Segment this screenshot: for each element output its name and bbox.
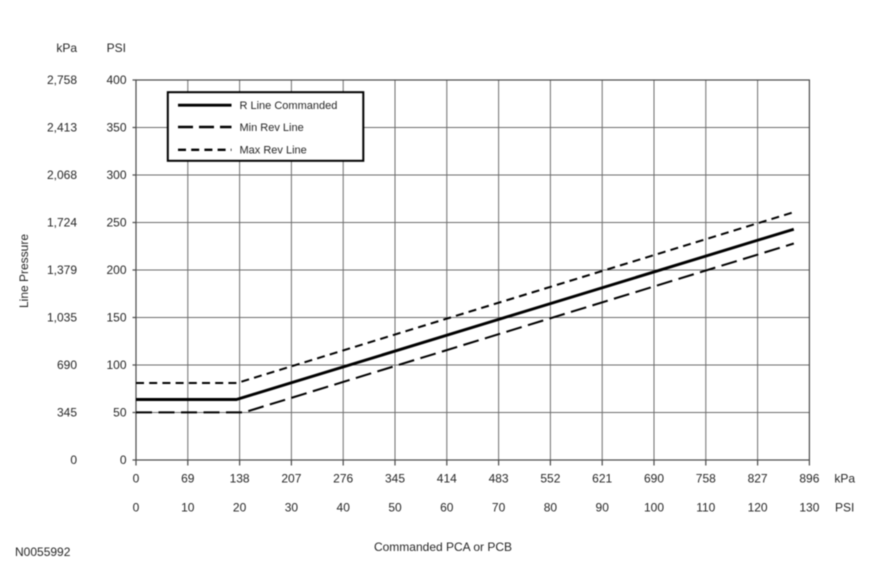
svg-text:250: 250 xyxy=(106,216,126,230)
svg-text:120: 120 xyxy=(748,500,768,514)
svg-text:0: 0 xyxy=(120,453,127,467)
svg-text:276: 276 xyxy=(333,471,353,485)
svg-text:1,724: 1,724 xyxy=(47,216,77,230)
svg-text:kPa: kPa xyxy=(56,41,77,55)
svg-text:PSI: PSI xyxy=(835,500,854,514)
svg-text:2,758: 2,758 xyxy=(47,73,77,87)
svg-text:0: 0 xyxy=(133,500,140,514)
svg-text:40: 40 xyxy=(337,500,351,514)
svg-text:PSI: PSI xyxy=(107,41,126,55)
svg-text:690: 690 xyxy=(644,471,664,485)
svg-text:345: 345 xyxy=(385,471,405,485)
svg-text:69: 69 xyxy=(181,471,195,485)
svg-text:758: 758 xyxy=(696,471,716,485)
svg-text:827: 827 xyxy=(748,471,768,485)
svg-text:Min Rev Line: Min Rev Line xyxy=(240,122,304,134)
svg-text:2,413: 2,413 xyxy=(47,121,77,135)
svg-text:Line Pressure: Line Pressure xyxy=(17,234,31,308)
svg-text:20: 20 xyxy=(233,500,247,514)
svg-text:350: 350 xyxy=(106,121,126,135)
svg-text:N0055992: N0055992 xyxy=(15,545,71,559)
svg-text:483: 483 xyxy=(489,471,509,485)
svg-text:138: 138 xyxy=(230,471,250,485)
svg-text:50: 50 xyxy=(113,406,127,420)
svg-text:896: 896 xyxy=(799,471,819,485)
svg-text:90: 90 xyxy=(596,500,610,514)
svg-text:R Line Commanded: R Line Commanded xyxy=(240,100,338,112)
svg-text:552: 552 xyxy=(540,471,560,485)
svg-text:1,379: 1,379 xyxy=(47,263,77,277)
svg-text:2,068: 2,068 xyxy=(47,168,77,182)
svg-text:60: 60 xyxy=(440,500,454,514)
svg-text:Commanded PCA or PCB: Commanded PCA or PCB xyxy=(374,540,512,554)
svg-text:110: 110 xyxy=(696,500,715,514)
svg-text:150: 150 xyxy=(106,311,126,325)
svg-text:400: 400 xyxy=(106,73,126,87)
svg-text:80: 80 xyxy=(544,500,558,514)
svg-text:Max Rev Line: Max Rev Line xyxy=(240,145,307,157)
svg-text:50: 50 xyxy=(388,500,402,514)
svg-text:207: 207 xyxy=(281,471,301,485)
svg-text:0: 0 xyxy=(70,453,77,467)
svg-text:70: 70 xyxy=(492,500,506,514)
svg-text:10: 10 xyxy=(181,500,195,514)
svg-text:0: 0 xyxy=(133,471,140,485)
svg-text:690: 690 xyxy=(57,358,77,372)
svg-text:1,035: 1,035 xyxy=(47,311,77,325)
svg-text:130: 130 xyxy=(799,500,819,514)
svg-text:621: 621 xyxy=(592,471,612,485)
svg-text:100: 100 xyxy=(644,500,664,514)
svg-text:kPa: kPa xyxy=(834,471,855,485)
svg-text:30: 30 xyxy=(285,500,299,514)
svg-text:345: 345 xyxy=(57,406,77,420)
svg-text:200: 200 xyxy=(106,263,126,277)
svg-text:100: 100 xyxy=(106,358,126,372)
svg-text:300: 300 xyxy=(106,168,126,182)
svg-text:414: 414 xyxy=(437,471,457,485)
